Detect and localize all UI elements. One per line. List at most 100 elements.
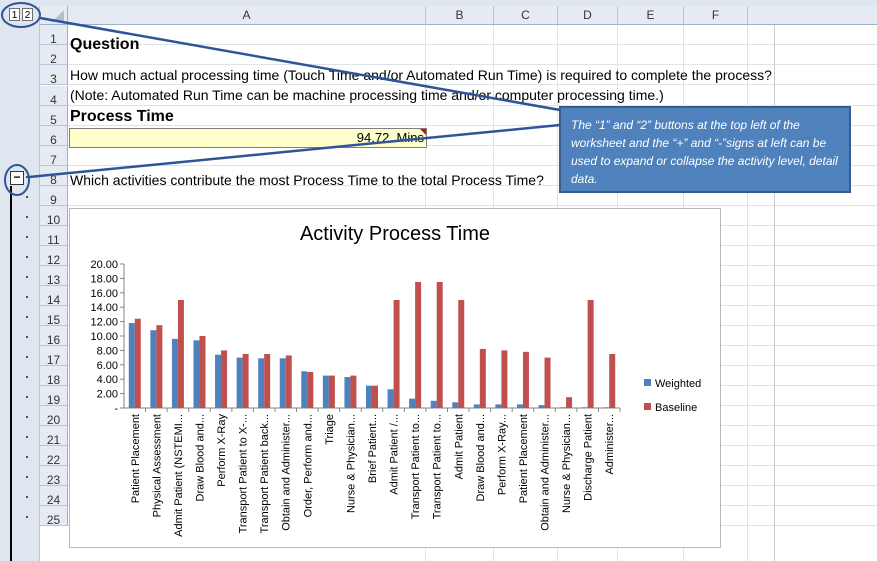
activity-process-time-chart[interactable]: Activity Process Time - 2.00 4.00 6.00 8.00 1… xyxy=(69,208,721,548)
x-category-label: Admit Patient /... xyxy=(389,414,401,495)
row-header-16[interactable]: 16 xyxy=(40,326,68,347)
column-header-e[interactable]: E xyxy=(618,6,684,25)
outline-level-2-button[interactable]: 2 xyxy=(22,8,33,21)
column-header-a[interactable]: A xyxy=(68,6,426,25)
outline-detail-dot xyxy=(26,396,28,398)
outline-level-1-button[interactable]: 1 xyxy=(9,8,20,21)
y-tick-label: 8.00 xyxy=(97,345,118,357)
row-header-18[interactable]: 18 xyxy=(40,366,68,387)
bar-baseline xyxy=(242,354,249,408)
bar-weighted xyxy=(128,323,135,408)
bar-baseline xyxy=(199,336,206,408)
row-header-23[interactable]: 23 xyxy=(40,466,68,487)
x-category-label: Nurse & Physician... xyxy=(561,414,573,513)
bar-baseline xyxy=(134,318,141,408)
row-header-15[interactable]: 15 xyxy=(40,306,68,327)
bar-weighted xyxy=(193,340,200,408)
row-gridline xyxy=(68,44,877,45)
row-header-21[interactable]: 21 xyxy=(40,426,68,447)
y-tick-label: 4.00 xyxy=(97,374,118,386)
x-category-label: Administer... xyxy=(604,414,616,475)
bar-weighted xyxy=(215,354,222,408)
outline-detail-dot xyxy=(26,196,28,198)
row-header-3[interactable]: 3 xyxy=(40,65,68,86)
outline-detail-dot xyxy=(26,256,28,258)
bar-baseline xyxy=(501,350,508,408)
row-header-2[interactable]: 2 xyxy=(40,45,68,66)
bar-weighted xyxy=(387,389,394,408)
row-gridline xyxy=(68,64,877,65)
row-header-17[interactable]: 17 xyxy=(40,346,68,367)
y-tick-label: 20.00 xyxy=(90,259,118,271)
outline-detail-dot xyxy=(26,336,28,338)
row-gridline xyxy=(68,84,877,85)
outline-buttons-highlight-oval xyxy=(1,2,41,28)
x-category-label: Perform X-Ray xyxy=(216,414,228,487)
row-header-20[interactable]: 20 xyxy=(40,406,68,427)
row-gridline xyxy=(68,205,877,206)
column-header-d[interactable]: D xyxy=(558,6,618,25)
x-category-label: Nurse & Physician... xyxy=(345,414,357,513)
row-header-5[interactable]: 5 xyxy=(40,106,68,127)
row-header-19[interactable]: 19 xyxy=(40,386,68,407)
x-category-label: Admit Patient xyxy=(453,414,465,479)
row-header-22[interactable]: 22 xyxy=(40,446,68,467)
chart-title: Activity Process Time xyxy=(299,223,491,245)
process-time-heading: Process Time xyxy=(70,108,174,125)
column-header-c[interactable]: C xyxy=(494,6,558,25)
row-header-10[interactable]: 10 xyxy=(40,206,68,227)
column-header-b[interactable]: B xyxy=(426,6,494,25)
question-heading: Question xyxy=(70,36,140,53)
outline-detail-dot xyxy=(26,236,28,238)
y-tick-label: 18.00 xyxy=(90,273,118,285)
comment-indicator-icon xyxy=(420,129,426,135)
bar-weighted xyxy=(279,358,286,408)
x-category-label: Perform X-Ray... xyxy=(496,414,508,495)
bar-baseline xyxy=(177,300,184,408)
row-header-6[interactable]: 6 xyxy=(40,126,68,147)
bar-weighted xyxy=(538,405,545,408)
legend-label-baseline: Baseline xyxy=(655,402,697,414)
bar-weighted xyxy=(301,371,308,408)
row-gridline xyxy=(68,145,877,146)
bar-weighted xyxy=(473,404,480,408)
row-header-13[interactable]: 13 xyxy=(40,266,68,287)
row-header-14[interactable]: 14 xyxy=(40,286,68,307)
x-category-label: Patient Placement xyxy=(518,414,530,503)
row-header-11[interactable]: 11 xyxy=(40,226,68,247)
collapse-button-highlight-oval xyxy=(4,164,30,196)
collapse-group-button[interactable]: − xyxy=(10,171,24,185)
outline-detail-dot xyxy=(26,436,28,438)
process-time-value: 94.72 xyxy=(356,130,390,145)
row-header-1[interactable]: 1 xyxy=(40,25,68,46)
outline-detail-dot xyxy=(26,316,28,318)
y-tick-label: 12.00 xyxy=(90,317,118,329)
chart-plot: - 2.00 4.00 6.00 8.00 10.00 12.00 14.00 16.00 18.… xyxy=(90,259,701,537)
row-gridline xyxy=(68,105,877,106)
x-category-label: Order, Perform and... xyxy=(302,414,314,517)
bar-baseline xyxy=(264,354,271,408)
x-category-label: Admit Patient (NSTEMI... xyxy=(173,414,185,537)
callout-pointer-line-left xyxy=(28,123,561,179)
bar-baseline xyxy=(328,375,335,408)
row-header-25[interactable]: 25 xyxy=(40,506,68,527)
outline-detail-dot xyxy=(26,376,28,378)
bar-baseline xyxy=(156,325,163,408)
row-header-7[interactable]: 7 xyxy=(40,146,68,167)
outline-margin xyxy=(0,6,40,561)
row-header-24[interactable]: 24 xyxy=(40,486,68,507)
column-header-filler xyxy=(748,6,877,25)
bar-weighted xyxy=(495,404,502,408)
outline-detail-dot xyxy=(26,456,28,458)
row-header-12[interactable]: 12 xyxy=(40,246,68,267)
outline-group-bracket xyxy=(10,186,12,561)
bar-baseline xyxy=(544,357,551,408)
bar-weighted xyxy=(366,385,372,408)
row-header-8[interactable]: 8 xyxy=(40,166,68,187)
column-header-f[interactable]: F xyxy=(684,6,748,25)
x-category-label: Triage xyxy=(324,414,336,445)
row-header-4[interactable]: 4 xyxy=(40,86,68,107)
row-header-9[interactable]: 9 xyxy=(40,186,68,207)
bar-baseline xyxy=(609,354,616,408)
x-category-label: Obtain and Administer... xyxy=(540,414,552,531)
